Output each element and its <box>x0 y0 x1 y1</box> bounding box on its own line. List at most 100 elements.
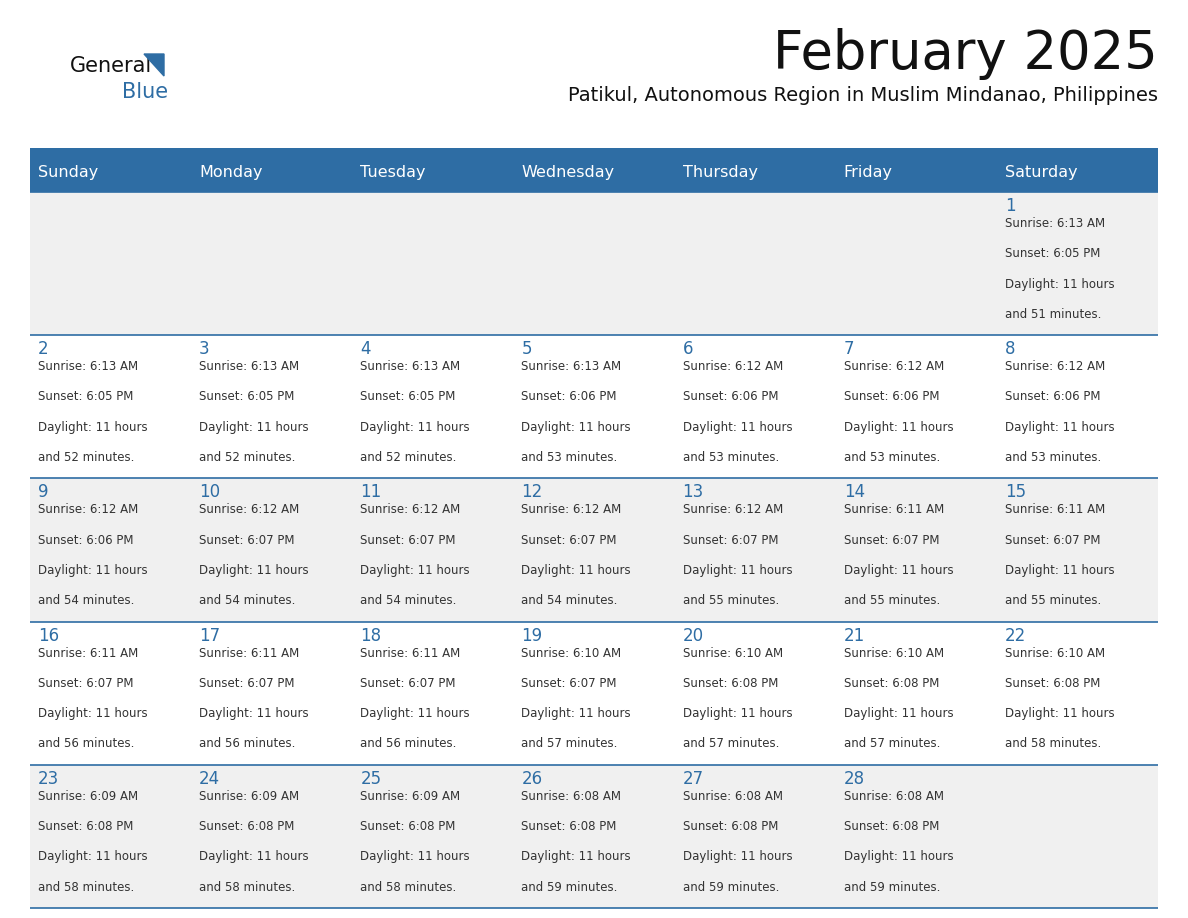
Bar <box>835 154 997 192</box>
Text: 16: 16 <box>38 627 59 644</box>
Text: and 58 minutes.: and 58 minutes. <box>38 880 134 894</box>
Text: and 53 minutes.: and 53 minutes. <box>1005 451 1101 465</box>
Bar <box>835 621 997 765</box>
Bar <box>835 192 997 335</box>
Text: 9: 9 <box>38 484 49 501</box>
Text: Daylight: 11 hours: Daylight: 11 hours <box>360 707 470 721</box>
Text: 3: 3 <box>200 341 210 358</box>
Bar <box>997 335 1158 478</box>
Text: Saturday: Saturday <box>1005 165 1078 181</box>
Text: Sunset: 6:05 PM: Sunset: 6:05 PM <box>360 390 456 404</box>
Text: Sunrise: 6:11 AM: Sunrise: 6:11 AM <box>38 646 138 660</box>
Text: 7: 7 <box>843 341 854 358</box>
Text: Thursday: Thursday <box>683 165 758 181</box>
Text: Daylight: 11 hours: Daylight: 11 hours <box>360 564 470 577</box>
Text: Sunset: 6:07 PM: Sunset: 6:07 PM <box>360 677 456 690</box>
Text: 28: 28 <box>843 770 865 788</box>
Text: Sunset: 6:08 PM: Sunset: 6:08 PM <box>200 820 295 834</box>
Text: and 57 minutes.: and 57 minutes. <box>683 737 779 751</box>
Text: Sunday: Sunday <box>38 165 99 181</box>
Bar <box>30 621 191 765</box>
Text: and 52 minutes.: and 52 minutes. <box>360 451 456 465</box>
Text: Daylight: 11 hours: Daylight: 11 hours <box>360 850 470 864</box>
Text: Sunset: 6:08 PM: Sunset: 6:08 PM <box>843 820 939 834</box>
Text: and 59 minutes.: and 59 minutes. <box>522 880 618 894</box>
Text: Sunrise: 6:12 AM: Sunrise: 6:12 AM <box>1005 360 1105 374</box>
Bar <box>191 192 353 335</box>
Text: Patikul, Autonomous Region in Muslim Mindanao, Philippines: Patikul, Autonomous Region in Muslim Min… <box>568 86 1158 105</box>
Text: and 54 minutes.: and 54 minutes. <box>360 594 456 608</box>
Text: and 55 minutes.: and 55 minutes. <box>843 594 940 608</box>
Bar <box>513 621 675 765</box>
Text: 12: 12 <box>522 484 543 501</box>
Text: and 56 minutes.: and 56 minutes. <box>360 737 456 751</box>
Text: and 53 minutes.: and 53 minutes. <box>683 451 779 465</box>
Text: and 53 minutes.: and 53 minutes. <box>522 451 618 465</box>
Bar <box>997 192 1158 335</box>
Text: Friday: Friday <box>843 165 892 181</box>
Text: Sunset: 6:08 PM: Sunset: 6:08 PM <box>683 820 778 834</box>
Text: Sunset: 6:05 PM: Sunset: 6:05 PM <box>200 390 295 404</box>
Text: 1: 1 <box>1005 197 1016 215</box>
Bar <box>30 478 191 621</box>
Text: Sunrise: 6:12 AM: Sunrise: 6:12 AM <box>38 503 138 517</box>
Bar <box>30 192 191 335</box>
Text: Sunset: 6:08 PM: Sunset: 6:08 PM <box>843 677 939 690</box>
Text: Daylight: 11 hours: Daylight: 11 hours <box>1005 707 1114 721</box>
Text: 25: 25 <box>360 770 381 788</box>
Text: Daylight: 11 hours: Daylight: 11 hours <box>38 850 147 864</box>
Text: Daylight: 11 hours: Daylight: 11 hours <box>843 420 953 434</box>
Text: Daylight: 11 hours: Daylight: 11 hours <box>683 564 792 577</box>
Text: Sunset: 6:07 PM: Sunset: 6:07 PM <box>843 533 940 547</box>
Text: 15: 15 <box>1005 484 1026 501</box>
Bar <box>513 335 675 478</box>
Text: Sunrise: 6:12 AM: Sunrise: 6:12 AM <box>843 360 944 374</box>
Text: Daylight: 11 hours: Daylight: 11 hours <box>38 564 147 577</box>
Text: Sunrise: 6:11 AM: Sunrise: 6:11 AM <box>200 646 299 660</box>
Text: Daylight: 11 hours: Daylight: 11 hours <box>843 707 953 721</box>
Bar <box>513 154 675 192</box>
Text: Daylight: 11 hours: Daylight: 11 hours <box>683 707 792 721</box>
Text: Sunrise: 6:08 AM: Sunrise: 6:08 AM <box>683 789 783 803</box>
Text: Sunset: 6:07 PM: Sunset: 6:07 PM <box>200 533 295 547</box>
Bar <box>675 192 835 335</box>
Bar <box>30 335 191 478</box>
Text: 19: 19 <box>522 627 543 644</box>
Bar <box>353 765 513 908</box>
Text: Sunset: 6:08 PM: Sunset: 6:08 PM <box>683 677 778 690</box>
Text: Daylight: 11 hours: Daylight: 11 hours <box>200 420 309 434</box>
Text: and 58 minutes.: and 58 minutes. <box>200 880 296 894</box>
Text: and 56 minutes.: and 56 minutes. <box>38 737 134 751</box>
Text: Monday: Monday <box>200 165 263 181</box>
Text: Sunrise: 6:12 AM: Sunrise: 6:12 AM <box>522 503 621 517</box>
Text: Sunset: 6:06 PM: Sunset: 6:06 PM <box>1005 390 1100 404</box>
Text: Sunset: 6:07 PM: Sunset: 6:07 PM <box>200 677 295 690</box>
Bar <box>30 148 1158 154</box>
Text: 6: 6 <box>683 341 693 358</box>
Text: and 52 minutes.: and 52 minutes. <box>38 451 134 465</box>
Text: Sunset: 6:07 PM: Sunset: 6:07 PM <box>38 677 133 690</box>
Text: Sunset: 6:07 PM: Sunset: 6:07 PM <box>683 533 778 547</box>
Bar <box>997 765 1158 908</box>
Bar <box>191 621 353 765</box>
Text: Daylight: 11 hours: Daylight: 11 hours <box>843 564 953 577</box>
Bar <box>675 621 835 765</box>
Bar <box>353 621 513 765</box>
Text: Sunrise: 6:12 AM: Sunrise: 6:12 AM <box>683 503 783 517</box>
Text: Daylight: 11 hours: Daylight: 11 hours <box>200 564 309 577</box>
Text: 4: 4 <box>360 341 371 358</box>
Text: and 59 minutes.: and 59 minutes. <box>683 880 779 894</box>
Text: Sunrise: 6:10 AM: Sunrise: 6:10 AM <box>683 646 783 660</box>
Text: Daylight: 11 hours: Daylight: 11 hours <box>522 420 631 434</box>
Text: Daylight: 11 hours: Daylight: 11 hours <box>683 850 792 864</box>
Text: Sunset: 6:08 PM: Sunset: 6:08 PM <box>522 820 617 834</box>
Text: Sunset: 6:05 PM: Sunset: 6:05 PM <box>38 390 133 404</box>
Text: 24: 24 <box>200 770 220 788</box>
Bar <box>191 154 353 192</box>
Text: Sunrise: 6:09 AM: Sunrise: 6:09 AM <box>38 789 138 803</box>
Bar <box>997 621 1158 765</box>
Bar <box>191 478 353 621</box>
Text: 23: 23 <box>38 770 59 788</box>
Text: 2: 2 <box>38 341 49 358</box>
Bar <box>353 478 513 621</box>
